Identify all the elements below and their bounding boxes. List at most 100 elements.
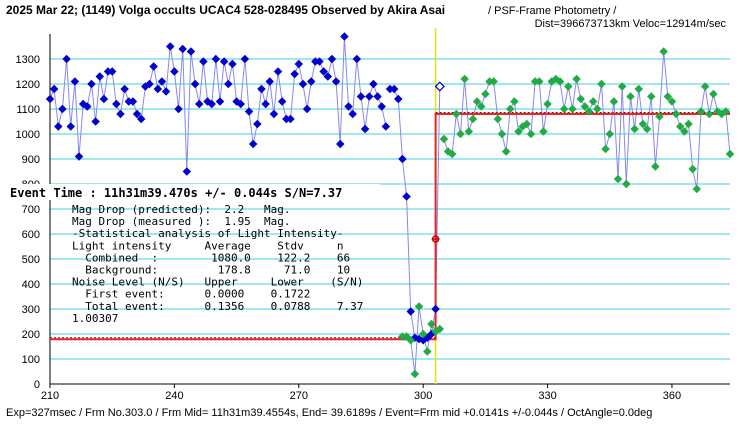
data-point-pre-event — [319, 67, 328, 76]
data-point-pre-event — [157, 77, 167, 86]
data-point-background — [418, 329, 428, 339]
event-time-marker — [431, 235, 440, 243]
data-point-pre-event — [132, 109, 142, 119]
data-point-pre-event — [294, 59, 304, 69]
data-point-pre-event — [331, 77, 341, 86]
data-point-post-event — [468, 114, 478, 124]
data-point-pre-event — [178, 44, 187, 54]
y-tick-label: 1000 — [16, 129, 40, 141]
chart-title: 2025 Mar 22; (1149) Volga occults UCAC4 … — [6, 3, 445, 17]
data-point-event — [398, 154, 407, 164]
data-point-pre-event — [58, 104, 67, 114]
data-point-pre-event — [340, 32, 349, 41]
data-point-post-event — [460, 74, 469, 84]
data-point-post-event — [493, 114, 503, 124]
data-point-pre-event — [369, 79, 378, 89]
x-tick-label: 210 — [41, 390, 59, 402]
data-point-pre-event — [244, 107, 254, 116]
statistics-block: Mag Drop (predicted): 2.2 Mag.Mag Drop (… — [72, 203, 363, 325]
data-point-pre-event — [240, 54, 250, 64]
data-point-pre-event — [224, 79, 233, 89]
data-point-event — [389, 84, 399, 94]
data-point-pre-event — [336, 139, 345, 149]
data-point-post-event — [476, 102, 486, 111]
data-point-pre-event — [107, 67, 117, 76]
data-point-post-event — [501, 147, 511, 156]
data-point-post-event — [447, 149, 457, 159]
data-point-pre-event — [236, 99, 245, 109]
data-point-post-event — [497, 129, 507, 139]
data-point-event — [406, 307, 415, 316]
data-point-background — [410, 369, 420, 379]
data-point-pre-event — [74, 152, 84, 161]
data-point-pre-event — [348, 109, 357, 119]
data-point-pre-event — [290, 69, 299, 79]
data-point-event — [434, 81, 445, 92]
series-line-pre-event — [49, 36, 387, 172]
stats-line: Noise Level (N/S) Upper Lower (S/N) — [72, 276, 363, 289]
y-tick-label: 400 — [22, 279, 40, 291]
stats-line: Total event: 0.1356 0.0788 7.37 — [72, 300, 363, 313]
data-point-pre-event — [215, 97, 225, 106]
data-point-pre-event — [91, 117, 100, 126]
data-point-pre-event — [327, 54, 337, 64]
y-tick-label: 0 — [34, 379, 40, 391]
data-point-post-event — [456, 129, 465, 139]
data-point-pre-event — [116, 109, 125, 119]
y-tick-label: 1100 — [16, 104, 40, 116]
data-point-pre-event — [136, 114, 146, 124]
stats-line: Mag Drop (predicted): 2.2 Mag. — [72, 203, 291, 216]
data-point-pre-event — [356, 92, 366, 101]
data-point-pre-event — [207, 99, 216, 109]
data-point-pre-event — [174, 104, 183, 114]
data-point-pre-event — [62, 54, 71, 64]
data-point-pre-event — [373, 92, 382, 101]
data-point-event — [402, 192, 411, 201]
data-point-event — [394, 94, 403, 104]
y-tick-label: 600 — [22, 229, 40, 241]
x-tick-label: 330 — [538, 390, 556, 402]
x-tick-label: 240 — [165, 390, 183, 402]
data-point-pre-event — [195, 99, 204, 109]
data-point-pre-event — [365, 92, 374, 101]
data-point-post-event — [464, 127, 474, 136]
data-point-pre-event — [182, 167, 192, 176]
data-point-pre-event — [228, 59, 237, 69]
stats-line: Background: 178.8 71.0 10 — [72, 264, 350, 277]
stats-line: -Statistical analysis of Light Intensity… — [72, 227, 344, 240]
stats-line: First event: 0.0000 0.1722 — [72, 288, 310, 301]
y-tick-label: 200 — [22, 329, 40, 341]
data-point-pre-event — [170, 67, 179, 76]
data-point-pre-event — [190, 79, 200, 89]
data-point-pre-event — [83, 102, 92, 111]
data-point-pre-event — [199, 57, 208, 66]
y-tick-label: 500 — [22, 254, 40, 266]
data-point-pre-event — [45, 94, 55, 104]
stats-line: 1.00307 — [72, 312, 118, 325]
y-tick-label: 1300 — [16, 54, 40, 66]
data-point-pre-event — [269, 109, 279, 119]
y-tick-label: 300 — [22, 304, 40, 316]
stats-line: Light intensity Average Stdv n — [72, 239, 344, 252]
data-point-pre-event — [87, 79, 96, 89]
y-tick-label: 1200 — [16, 79, 40, 91]
stats-line: Combined : 1080.0 122.2 66 — [72, 251, 350, 264]
data-point-pre-event — [344, 102, 353, 111]
data-point-post-event — [439, 134, 449, 144]
data-point-pre-event — [166, 42, 175, 51]
data-point-post-event — [452, 109, 461, 119]
data-point-pre-event — [323, 72, 333, 81]
y-tick-label: 900 — [22, 154, 40, 166]
data-point-pre-event — [99, 94, 109, 104]
data-point-pre-event — [306, 77, 316, 86]
data-point-pre-event — [54, 122, 63, 131]
data-point-pre-event — [381, 122, 391, 131]
y-tick-label: 700 — [22, 204, 40, 216]
data-point-pre-event — [211, 54, 221, 64]
data-point-pre-event — [261, 99, 270, 109]
data-point-background — [427, 319, 436, 329]
chart-title-method: / PSF-Frame Photometry / — [488, 5, 617, 17]
data-point-background — [406, 336, 415, 345]
data-point-pre-event — [286, 114, 295, 124]
